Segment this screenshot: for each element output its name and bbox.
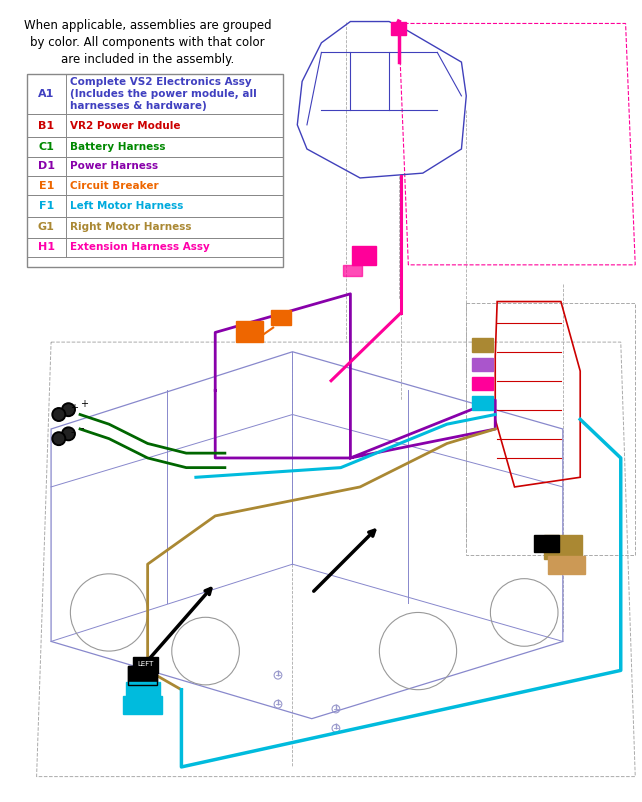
Bar [27, 137, 283, 156]
Text: G1: G1 [38, 222, 55, 233]
Text: H1: H1 [38, 242, 55, 253]
Circle shape [64, 405, 73, 415]
Circle shape [52, 432, 65, 445]
Bar [534, 535, 559, 552]
Bar [472, 396, 493, 410]
Bar [123, 696, 162, 714]
Text: D1: D1 [38, 161, 55, 172]
Bar [133, 657, 158, 674]
Text: Right Motor Harness: Right Motor Harness [71, 222, 192, 233]
Bar [27, 238, 283, 257]
Bar [27, 114, 283, 137]
Bar [343, 265, 362, 277]
Text: VR2 Power Module: VR2 Power Module [71, 121, 181, 131]
Text: Battery Harness: Battery Harness [71, 142, 166, 152]
Text: When applicable, assemblies are grouped
by color. All components with that color: When applicable, assemblies are grouped … [24, 18, 272, 66]
Bar [236, 321, 263, 342]
Bar [128, 666, 157, 685]
Bar [472, 377, 493, 391]
Text: -: - [80, 423, 83, 433]
Text: -: - [71, 427, 74, 437]
Bar [352, 245, 376, 265]
Bar [391, 22, 406, 35]
Text: A1: A1 [38, 89, 55, 99]
Bar [126, 682, 160, 699]
Bar [27, 217, 283, 238]
Text: E1: E1 [39, 180, 54, 191]
Bar [27, 74, 283, 267]
Text: F1: F1 [39, 201, 54, 211]
Circle shape [52, 407, 65, 421]
Text: C1: C1 [39, 142, 54, 152]
Text: B1: B1 [38, 121, 55, 131]
Bar [27, 176, 283, 196]
Text: +: + [80, 399, 88, 409]
Bar [548, 557, 585, 574]
Bar [271, 310, 291, 325]
Bar [472, 338, 493, 352]
Text: Complete VS2 Electronics Assy
(Includes the power module, all
harnesses & hardwa: Complete VS2 Electronics Assy (Includes … [71, 76, 257, 111]
Circle shape [54, 434, 64, 444]
Bar [128, 666, 157, 685]
Text: LEFT: LEFT [137, 661, 154, 666]
Bar [27, 156, 283, 176]
Circle shape [64, 429, 73, 439]
Circle shape [62, 403, 75, 416]
Bar [27, 196, 283, 217]
Circle shape [62, 427, 75, 440]
Text: Circuit Breaker: Circuit Breaker [71, 180, 159, 191]
Bar [544, 535, 582, 559]
Bar [472, 358, 493, 371]
Bar [27, 74, 283, 114]
Text: Extension Harness Assy: Extension Harness Assy [71, 242, 210, 253]
Text: Left Motor Harness: Left Motor Harness [71, 201, 184, 211]
Text: Power Harness: Power Harness [71, 161, 159, 172]
Circle shape [54, 410, 64, 419]
Text: +: + [71, 403, 78, 413]
